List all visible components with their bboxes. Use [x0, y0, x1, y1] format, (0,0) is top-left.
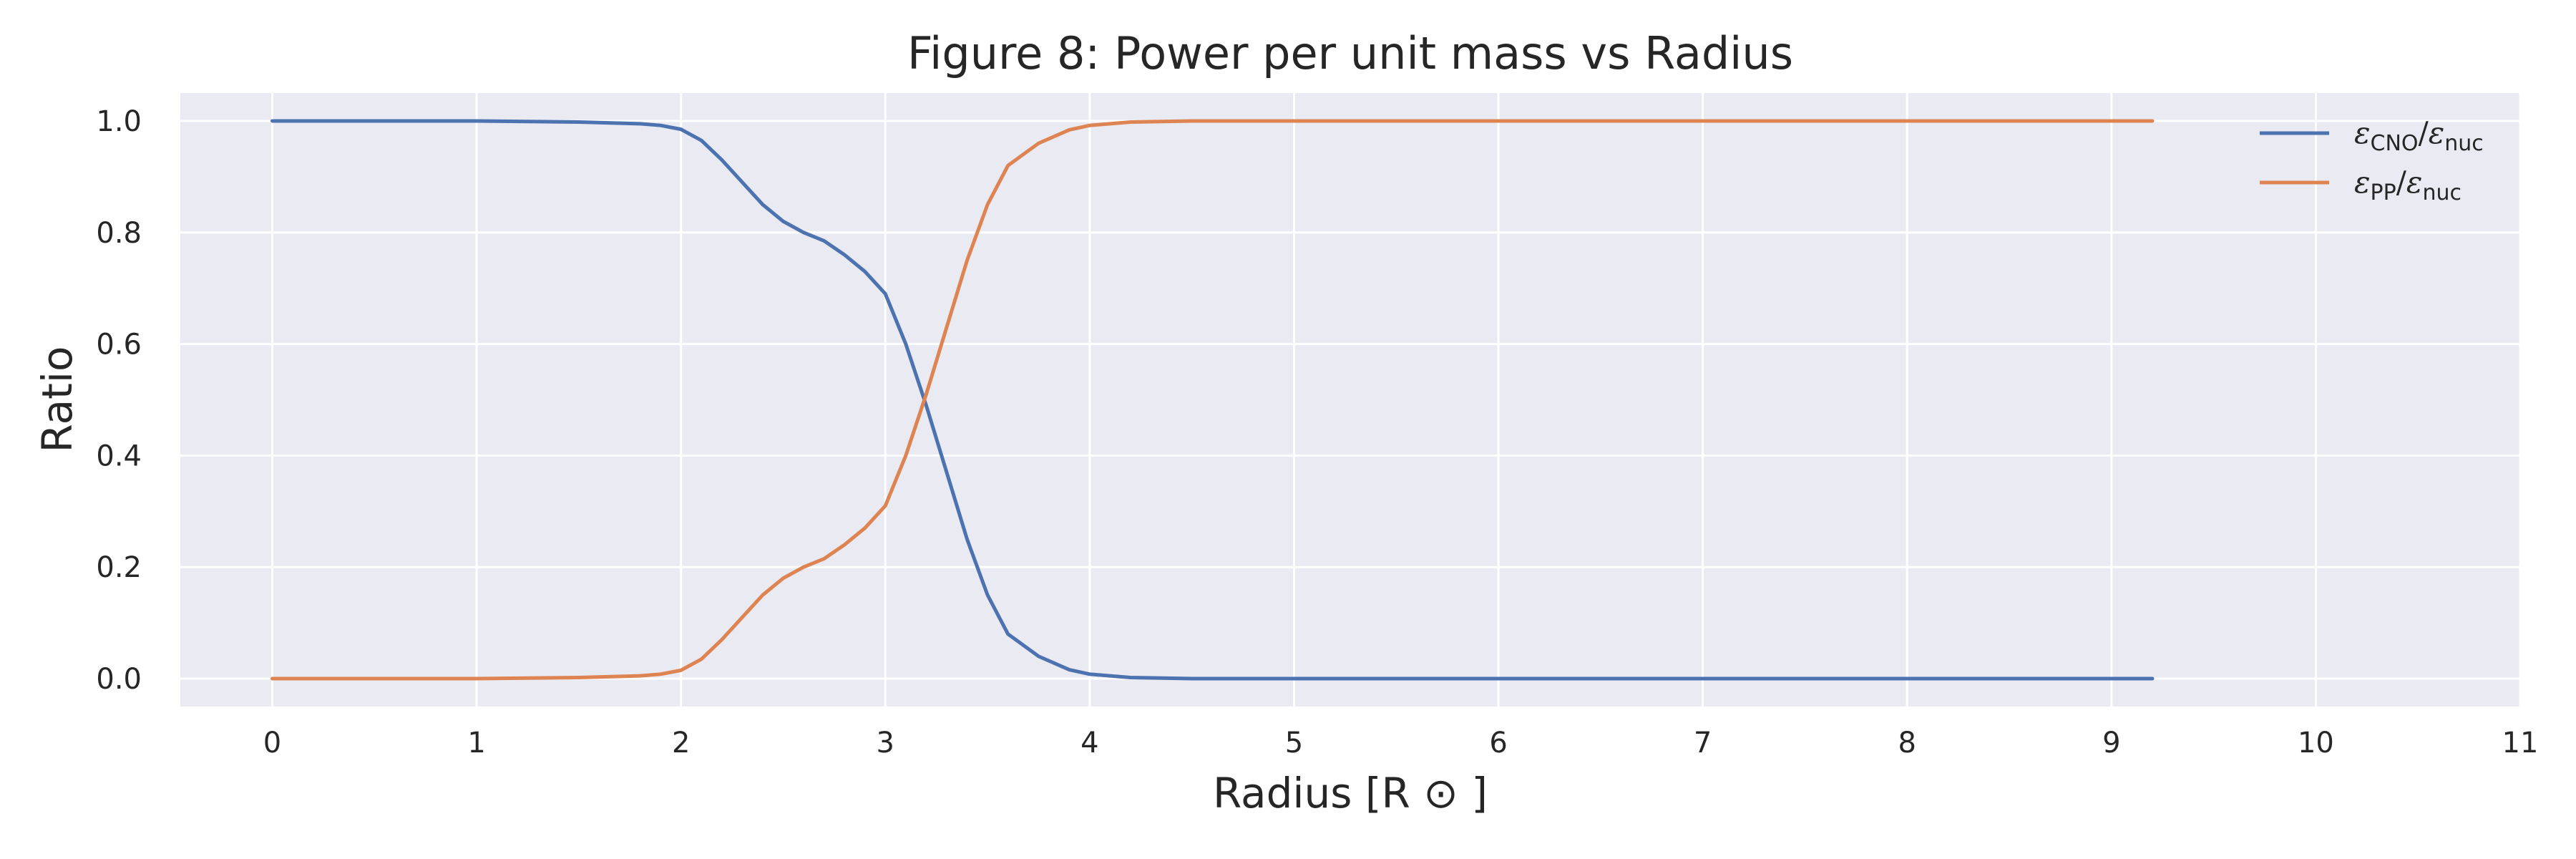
x-tick-label: 10 [2298, 727, 2334, 759]
y-tick-label: 0.2 [96, 551, 142, 584]
series-line-cno [270, 119, 2155, 681]
x-tick-label: 11 [2502, 727, 2539, 759]
series-layer [270, 119, 2155, 681]
x-tick-label: 0 [263, 727, 281, 759]
chart-title: Figure 8: Power per unit mass vs Radius [907, 27, 1793, 79]
y-axis-label: Ratio [33, 346, 82, 453]
x-tick-label: 4 [1080, 727, 1098, 759]
x-tick-label: 9 [2102, 727, 2120, 759]
x-tick-label: 3 [877, 727, 894, 759]
plot-background [180, 93, 2520, 707]
y-tick-label: 0.4 [96, 440, 142, 472]
x-tick-label: 2 [672, 727, 690, 759]
tick-labels: 0 1 2 3 4 5 6 7 8 9 10 11 0.0 0.2 0.4 0.6 0.8 1.0 [96, 105, 2538, 759]
legend-label-cno: εCNO/εnuc [2354, 115, 2484, 156]
legend-label-pp: εPP/εnuc [2354, 165, 2462, 205]
x-tick-label: 8 [1898, 727, 1916, 759]
y-tick-label: 0.8 [96, 217, 142, 250]
y-tick-label: 0.6 [96, 329, 142, 361]
y-tick-label: 1.0 [96, 105, 142, 138]
legend: εCNO/εnuc εPP/εnuc [2260, 115, 2484, 205]
x-tick-label: 5 [1285, 727, 1303, 759]
x-tick-label: 6 [1489, 727, 1507, 759]
series-line-pp [270, 119, 2155, 681]
x-axis-label: Radius [R ⊙ ] [1213, 769, 1488, 817]
x-tick-label: 1 [467, 727, 485, 759]
x-tick-label: 7 [1694, 727, 1712, 759]
y-tick-label: 0.0 [96, 663, 142, 696]
